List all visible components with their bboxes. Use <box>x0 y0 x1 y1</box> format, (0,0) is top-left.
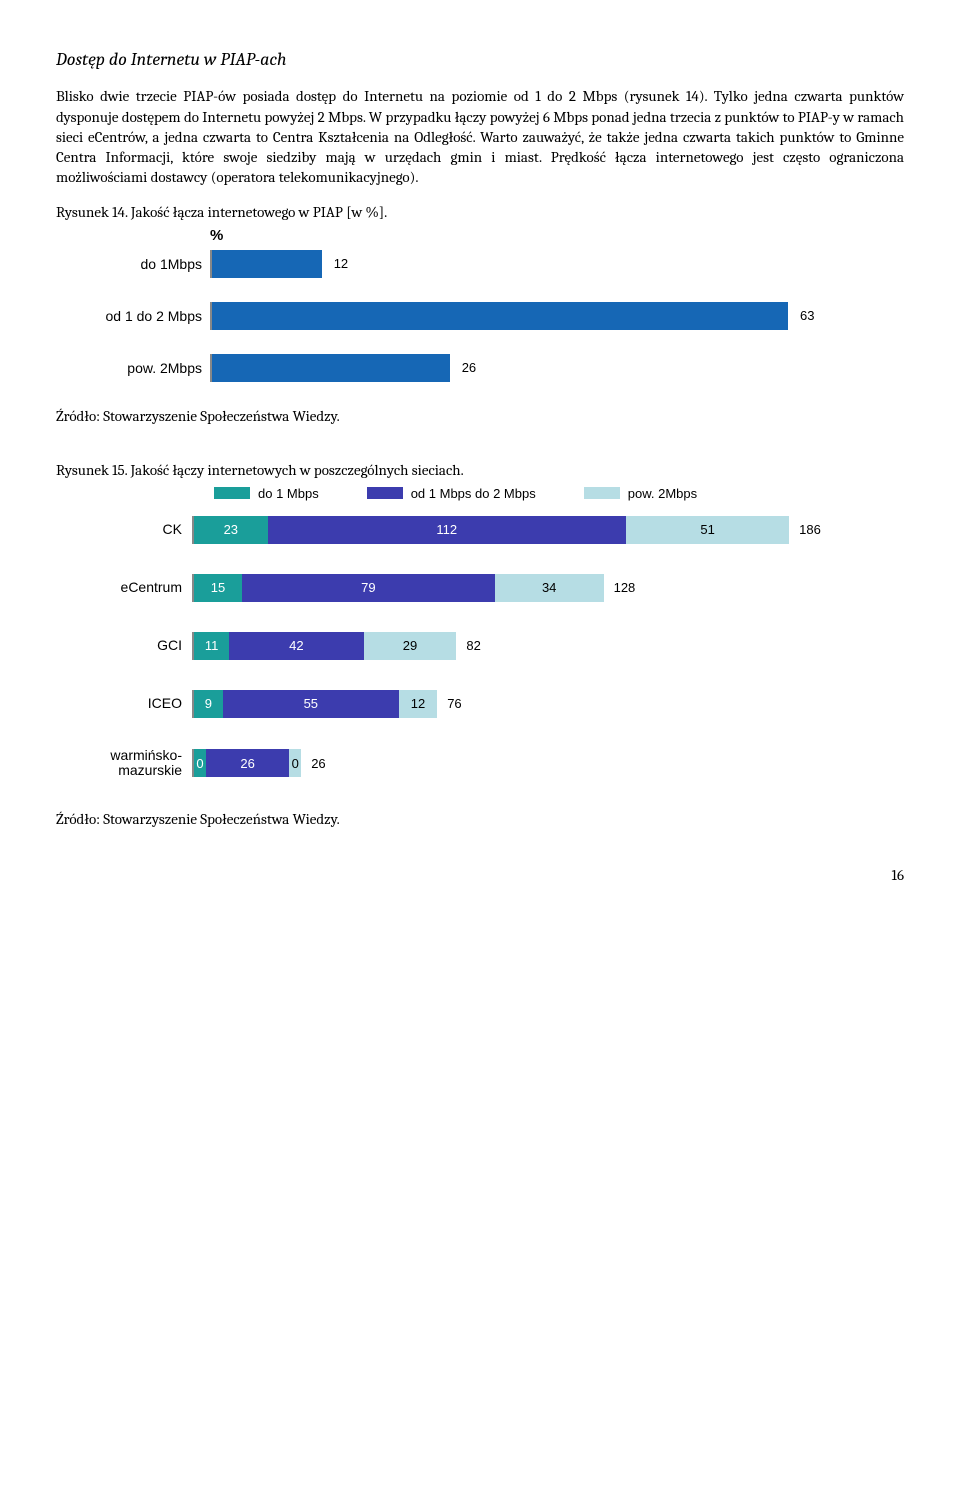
stacked-row: ICEO95512 76 <box>86 690 904 718</box>
bar-label: od 1 do 2 Mbps <box>86 307 210 326</box>
stacked-label: GCI <box>86 638 192 653</box>
stacked-segment: 112 <box>268 516 626 544</box>
figure-15-chart: do 1 Mbps od 1 Mbps do 2 Mbps pow. 2Mbps C… <box>86 485 904 779</box>
bar-track: 12 <box>210 250 348 278</box>
stacked-total: 128 <box>614 579 636 597</box>
legend-label: do 1 Mbps <box>258 485 319 503</box>
bar-label: pow. 2Mbps <box>86 359 210 378</box>
legend: do 1 Mbps od 1 Mbps do 2 Mbps pow. 2Mbps <box>214 485 904 503</box>
stacked-track: 157934 128 <box>192 574 635 602</box>
stacked-row: eCentrum157934 128 <box>86 574 904 602</box>
bar-row: pow. 2Mbps 26 <box>86 354 904 382</box>
stacked-total: 186 <box>799 521 821 539</box>
stacked-total: 82 <box>466 637 480 655</box>
body-paragraph: Blisko dwie trzecie PIAP-ów posiada dost… <box>56 86 904 187</box>
stacked-segment: 15 <box>194 574 242 602</box>
stacked-segment: 42 <box>229 632 363 660</box>
legend-item: pow. 2Mbps <box>584 485 697 503</box>
stacked-segment: 29 <box>364 632 457 660</box>
stacked-label: eCentrum <box>86 580 192 595</box>
bar-label: do 1Mbps <box>86 255 210 274</box>
stacked-track: 114229 82 <box>192 632 481 660</box>
bar-value: 26 <box>462 359 476 377</box>
stacked-segment: 11 <box>194 632 229 660</box>
bar-track: 26 <box>210 354 476 382</box>
section-heading: Dostęp do Internetu w PIAP-ach <box>56 48 904 72</box>
stacked-segment: 9 <box>194 690 223 718</box>
figure-14-source: Źródło: Stowarzyszenie Społeczeństwa Wie… <box>56 406 904 426</box>
stacked-segment: 23 <box>194 516 268 544</box>
legend-item: do 1 Mbps <box>214 485 319 503</box>
legend-swatch <box>584 487 620 499</box>
stacked-segment: 0 <box>194 749 206 777</box>
figure-14-chart: % do 1Mbps 12 od 1 do 2 Mbps 63 pow. 2Mbps 26 <box>86 226 904 382</box>
legend-label: pow. 2Mbps <box>628 485 697 503</box>
stacked-row: GCI114229 82 <box>86 632 904 660</box>
stacked-label: ICEO <box>86 696 192 711</box>
bar-row: do 1Mbps 12 <box>86 250 904 278</box>
stacked-track: 2311251 186 <box>192 516 821 544</box>
stacked-segment: 26 <box>206 749 289 777</box>
stacked-segment: 12 <box>399 690 437 718</box>
legend-label: od 1 Mbps do 2 Mbps <box>411 485 536 503</box>
legend-swatch <box>214 487 250 499</box>
stacked-track: 95512 76 <box>192 690 462 718</box>
percent-symbol: % <box>210 226 904 246</box>
figure-14-title: Rysunek 14. Jakość łącza internetowego w… <box>56 202 904 222</box>
legend-swatch <box>367 487 403 499</box>
stacked-row: CK2311251 186 <box>86 516 904 544</box>
page-number: 16 <box>56 865 904 885</box>
bar-row: od 1 do 2 Mbps 63 <box>86 302 904 330</box>
stacked-total: 26 <box>311 755 325 773</box>
stacked-label: CK <box>86 522 192 537</box>
legend-item: od 1 Mbps do 2 Mbps <box>367 485 536 503</box>
stacked-total: 76 <box>447 695 461 713</box>
stacked-segment: 0 <box>289 749 301 777</box>
bar-fill <box>212 354 450 382</box>
bar-fill <box>212 302 788 330</box>
bar-value: 63 <box>800 307 814 325</box>
stacked-row: warmińsko-mazurskie026026 <box>86 748 904 779</box>
figure-15-title: Rysunek 15. Jakość łączy internetowych w… <box>56 460 904 480</box>
stacked-track: 026026 <box>192 749 326 777</box>
bar-value: 12 <box>334 255 348 273</box>
bar-track: 63 <box>210 302 814 330</box>
stacked-segment: 34 <box>495 574 604 602</box>
bar-fill <box>212 250 322 278</box>
stacked-label: warmińsko-mazurskie <box>86 748 192 779</box>
stacked-segment: 51 <box>626 516 789 544</box>
figure-15-source: Źródło: Stowarzyszenie Społeczeństwa Wie… <box>56 809 904 829</box>
stacked-segment: 55 <box>223 690 399 718</box>
stacked-segment: 79 <box>242 574 495 602</box>
